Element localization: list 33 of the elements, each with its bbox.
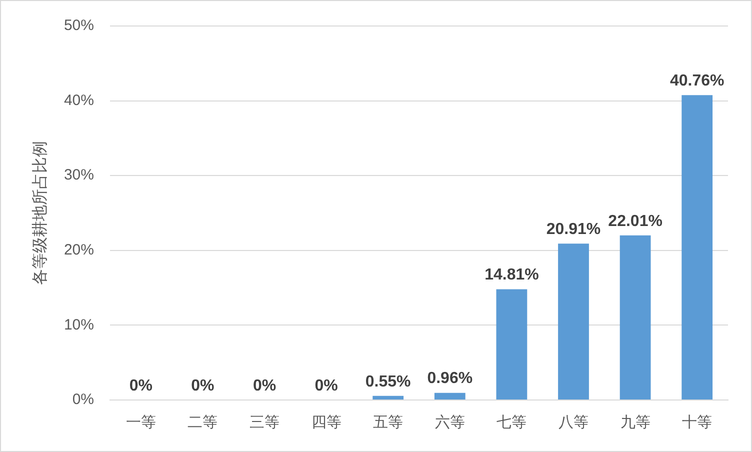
y-tick-label: 10% <box>64 316 94 334</box>
x-tick-label: 七等 <box>496 414 527 432</box>
bar <box>372 396 404 400</box>
data-label: 22.01% <box>608 212 662 230</box>
data-label: 0% <box>191 377 214 394</box>
data-label: 14.81% <box>484 266 539 284</box>
x-tick-label: 三等 <box>250 414 280 432</box>
data-label: 0% <box>252 377 276 394</box>
bar <box>558 244 589 400</box>
x-tick-label: 二等 <box>188 414 218 432</box>
y-axis-title: 各等级耕地所占比例 <box>31 141 50 285</box>
bar <box>682 95 713 400</box>
x-tick-label: 五等 <box>373 414 404 432</box>
y-tick-label: 20% <box>64 242 94 259</box>
x-tick-label: 九等 <box>620 414 650 432</box>
data-label: 0.96% <box>427 370 473 388</box>
x-tick-label: 十等 <box>682 414 712 432</box>
y-tick-label: 30% <box>64 166 94 184</box>
bar <box>434 392 466 400</box>
x-tick-label: 八等 <box>558 414 588 432</box>
data-label: 20.91% <box>546 221 601 238</box>
y-tick-label: 50% <box>64 17 94 34</box>
data-label: 0% <box>314 377 338 394</box>
data-label: 40.76% <box>670 72 724 90</box>
bar <box>620 235 651 400</box>
y-tick-label: 0% <box>72 391 94 408</box>
x-tick-label: 一等 <box>126 414 156 432</box>
x-tick-label: 四等 <box>311 414 342 432</box>
data-label: 0% <box>129 377 152 394</box>
x-tick-label: 六等 <box>434 414 465 432</box>
y-tick-label: 40% <box>64 92 94 109</box>
data-label: 0.55% <box>365 373 411 390</box>
bar <box>496 289 528 400</box>
